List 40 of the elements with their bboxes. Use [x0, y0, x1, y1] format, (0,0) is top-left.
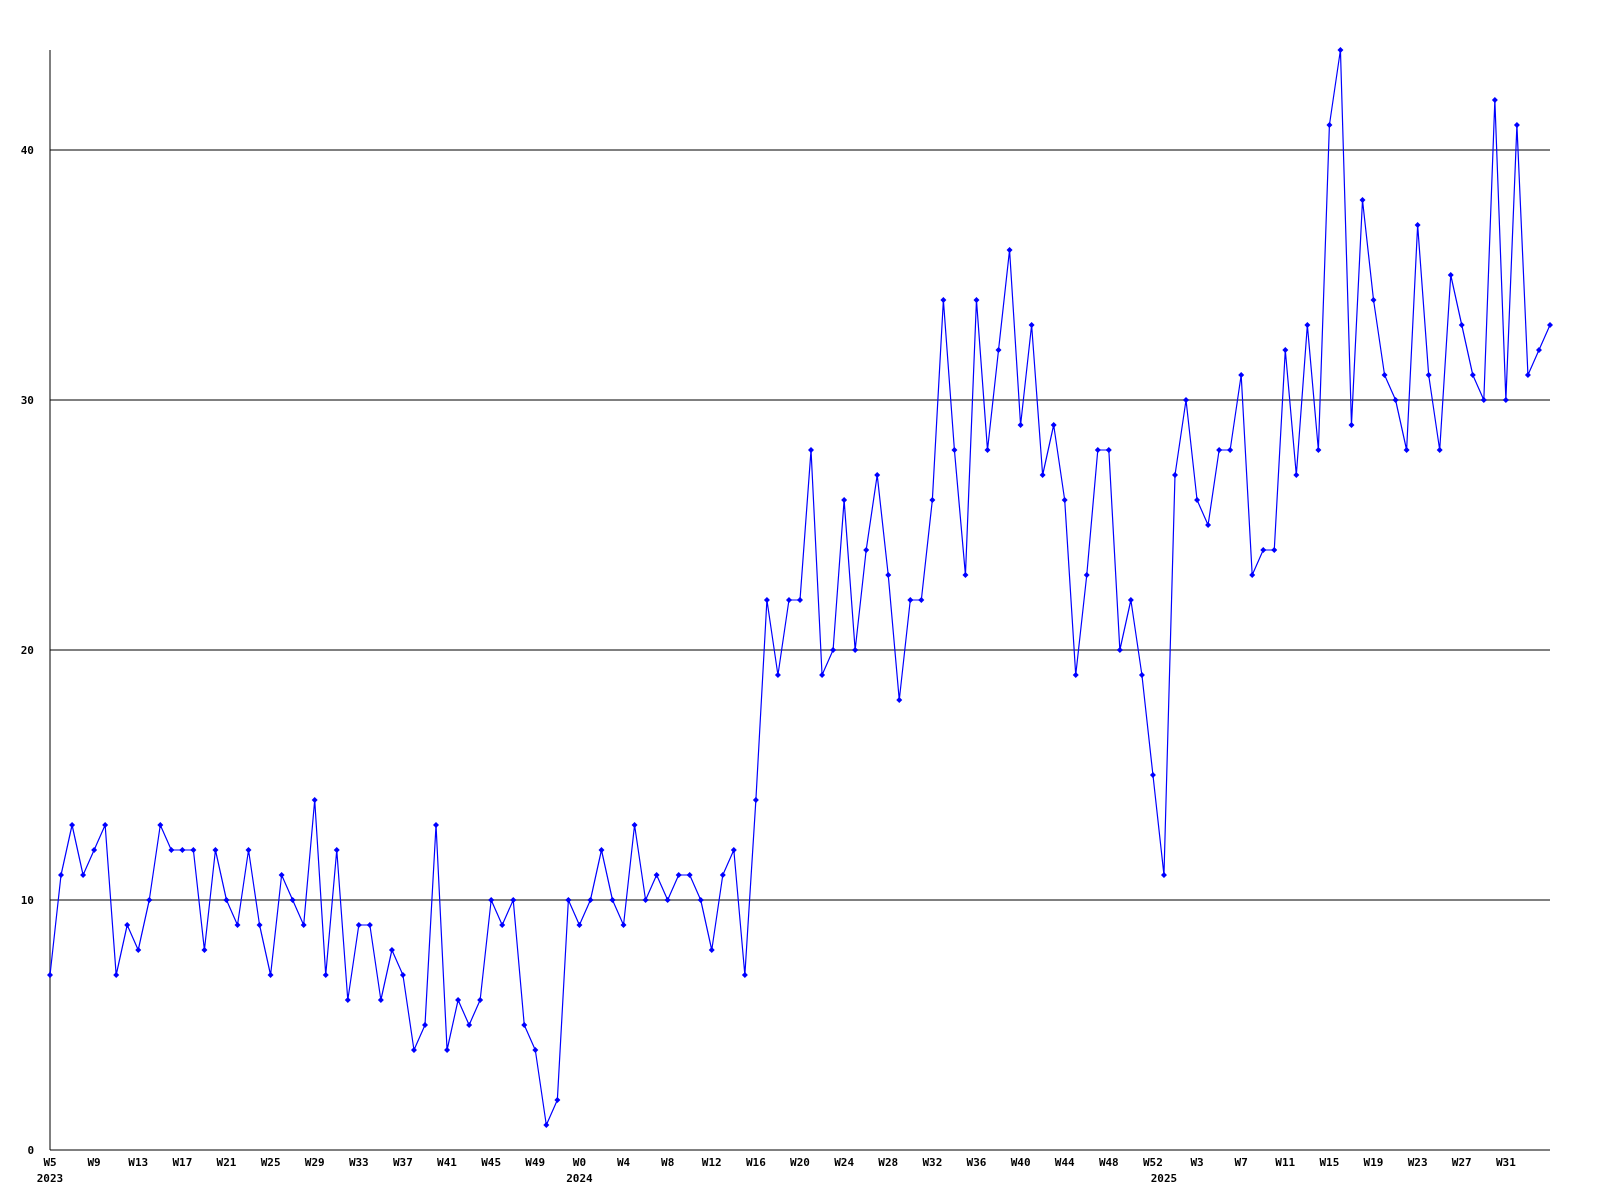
x-tick-label: W13	[128, 1156, 149, 1169]
x-tick-label: W15	[1319, 1156, 1340, 1169]
x-tick-label: W3	[1190, 1156, 1204, 1169]
x-tick-label: W11	[1275, 1156, 1296, 1169]
x-tick-label: W28	[878, 1156, 899, 1169]
x-tick-label: W41	[437, 1156, 458, 1169]
x-tick-label: W9	[87, 1156, 101, 1169]
x-tick-label: W31	[1495, 1156, 1517, 1169]
x-tick-label: W19	[1363, 1156, 1384, 1169]
x-tick-label: W8	[661, 1156, 675, 1169]
x-tick-label: W0 2024	[566, 1156, 594, 1185]
x-tick-label: W12	[701, 1156, 722, 1169]
x-tick-label: W27	[1451, 1156, 1472, 1169]
x-tick-label: W5 2023	[36, 1156, 64, 1185]
y-tick-label: 30	[20, 394, 34, 407]
x-tick-label: W49	[525, 1156, 546, 1169]
x-tick-label: W20	[790, 1156, 810, 1169]
x-tick-label: W40	[1010, 1156, 1031, 1169]
x-tick-label: W45	[481, 1156, 502, 1169]
x-tick-label: W52	[1143, 1156, 1163, 1169]
y-tick-label: 20	[20, 644, 34, 657]
x-tick-label: W21	[216, 1156, 237, 1169]
y-tick-label: 0	[27, 1144, 34, 1157]
y-tick-label: 10	[20, 894, 34, 907]
x-tick-label: W44	[1054, 1156, 1076, 1169]
x-tick-label: W17	[172, 1156, 193, 1169]
x-tick-label: W48	[1098, 1156, 1119, 1169]
y-tick-label: 40	[20, 144, 34, 157]
x-tick-label: W4	[616, 1156, 631, 1169]
x-tick-label: 2025	[1150, 1172, 1178, 1185]
x-tick-label: W36	[966, 1156, 987, 1169]
x-tick-label: W32	[922, 1156, 943, 1169]
x-tick-label: W25	[260, 1156, 281, 1169]
x-tick-label: W16	[745, 1156, 767, 1169]
x-tick-label: W33	[348, 1156, 369, 1169]
x-tick-label: W37	[393, 1156, 413, 1169]
x-tick-label: W29	[304, 1156, 325, 1169]
x-tick-label: W23	[1407, 1156, 1428, 1169]
x-tick-label: W24	[834, 1156, 855, 1169]
x-tick-label: W7	[1234, 1156, 1248, 1169]
